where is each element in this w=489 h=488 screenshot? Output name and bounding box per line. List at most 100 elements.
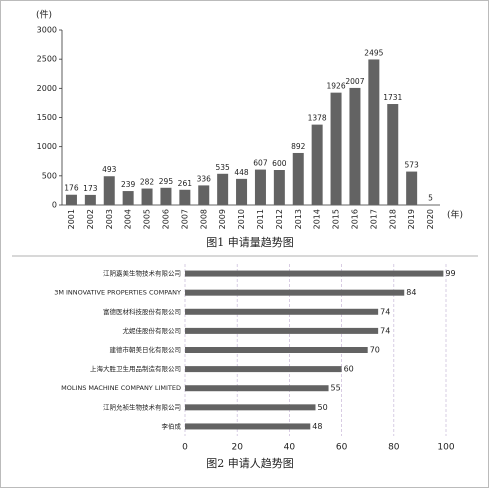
value-label: 2007 xyxy=(345,77,364,86)
bar xyxy=(185,385,329,392)
bar xyxy=(65,194,77,205)
x-tick-label: 2002 xyxy=(86,209,95,229)
y-tick-label: 江阴嘉美生物技术有限公司 xyxy=(103,269,181,278)
x-tick-label: 2008 xyxy=(199,209,208,229)
bar xyxy=(185,366,342,373)
y-tick-label: 2500 xyxy=(37,55,57,64)
bar xyxy=(406,171,418,205)
value-label: 173 xyxy=(83,184,98,193)
bar xyxy=(387,104,399,205)
y-axis-label: (件) xyxy=(36,9,52,21)
value-label: 5 xyxy=(428,194,433,203)
bar xyxy=(185,308,379,315)
bar xyxy=(84,194,96,205)
x-tick-label: 2019 xyxy=(407,209,416,229)
y-tick-label: 李伯成 xyxy=(162,421,182,430)
value-label: 1378 xyxy=(308,114,327,123)
bar xyxy=(179,189,191,205)
x-tick-label: 100 xyxy=(437,443,454,453)
bar xyxy=(185,347,368,353)
bar xyxy=(349,87,361,205)
x-tick-label: 2003 xyxy=(105,209,114,229)
y-tick-label: 江阴允祯生物技术有限公司 xyxy=(103,402,181,411)
value-label: 74 xyxy=(380,307,390,316)
value-label: 336 xyxy=(197,174,212,183)
value-label: 74 xyxy=(380,326,390,335)
value-label: 600 xyxy=(272,159,287,168)
bar xyxy=(185,404,316,411)
value-label: 176 xyxy=(64,184,79,193)
value-label: 493 xyxy=(102,165,117,174)
x-tick-label: 2007 xyxy=(180,209,189,229)
x-tick-label: 40 xyxy=(284,443,296,453)
value-label: 261 xyxy=(178,179,193,188)
bar xyxy=(185,289,405,296)
x-tick-label: 0 xyxy=(182,443,188,453)
value-label: 84 xyxy=(406,288,416,297)
bar xyxy=(311,124,323,205)
y-tick-label: MOLINS MACHINE COMPANY LIMITED xyxy=(61,384,181,392)
value-label: 60 xyxy=(344,365,354,374)
y-tick-label: 2000 xyxy=(37,84,57,93)
x-tick-label: 60 xyxy=(336,443,348,453)
value-label: 99 xyxy=(445,269,455,278)
y-tick-label: 0 xyxy=(52,201,57,210)
y-tick-label: 3000 xyxy=(37,26,57,35)
bar xyxy=(330,92,342,205)
caption: 图2 申请人趋势图 xyxy=(206,457,294,470)
x-tick-label: 2001 xyxy=(67,209,76,229)
bar xyxy=(141,188,153,205)
x-tick-label: 2011 xyxy=(256,209,265,229)
x-tick-label: 2018 xyxy=(388,209,397,229)
value-label: 1926 xyxy=(327,82,346,91)
bar xyxy=(185,423,311,430)
y-tick-label: 富德医材科技股份有限公司 xyxy=(103,307,181,316)
x-tick-label: 2005 xyxy=(143,209,152,229)
y-tick-label: 建德市朝美日化有限公司 xyxy=(110,345,182,354)
bar xyxy=(185,327,379,334)
bar xyxy=(368,59,380,206)
bar xyxy=(236,178,248,205)
value-label: 55 xyxy=(331,384,341,393)
x-axis-label: (年) xyxy=(447,209,463,221)
y-tick-label: 尤妮佳股份有限公司 xyxy=(123,326,182,335)
bar xyxy=(198,185,210,205)
x-tick-label: 2016 xyxy=(350,209,359,229)
value-label: 48 xyxy=(312,422,322,431)
x-tick-label: 2015 xyxy=(332,209,341,229)
y-tick-label: 500 xyxy=(42,171,57,180)
x-tick-label: 2004 xyxy=(124,209,133,229)
value-label: 573 xyxy=(404,161,419,170)
value-label: 70 xyxy=(370,346,380,355)
bar xyxy=(273,170,285,205)
bar xyxy=(122,191,134,205)
bar xyxy=(160,187,172,205)
bar xyxy=(103,176,115,205)
x-tick-label: 2017 xyxy=(369,209,378,229)
value-label: 607 xyxy=(253,159,268,168)
y-tick-label: 3M INNOVATIVE PROPERTIES COMPANY xyxy=(54,289,181,297)
bar xyxy=(254,169,266,205)
x-tick-label: 20 xyxy=(231,443,243,453)
value-label: 1731 xyxy=(383,93,402,102)
caption: 图1 申请量趋势图 xyxy=(206,236,294,249)
x-tick-label: 2006 xyxy=(161,209,170,229)
bar xyxy=(185,270,444,277)
value-label: 282 xyxy=(140,178,155,187)
x-tick-label: 2013 xyxy=(294,209,303,229)
x-tick-label: 2009 xyxy=(218,209,227,229)
value-label: 892 xyxy=(291,142,306,151)
value-label: 239 xyxy=(121,180,136,189)
x-tick-label: 2020 xyxy=(426,209,435,229)
value-label: 2495 xyxy=(364,48,383,57)
x-tick-label: 2010 xyxy=(237,209,246,229)
value-label: 535 xyxy=(215,163,230,172)
value-label: 295 xyxy=(159,177,174,186)
x-tick-label: 2014 xyxy=(313,209,322,229)
y-tick-label: 上海大胜卫生用品制造有限公司 xyxy=(90,364,181,373)
x-tick-label: 2012 xyxy=(275,209,284,229)
x-tick-label: 80 xyxy=(388,443,400,453)
bar xyxy=(217,173,229,205)
bar xyxy=(292,152,304,205)
